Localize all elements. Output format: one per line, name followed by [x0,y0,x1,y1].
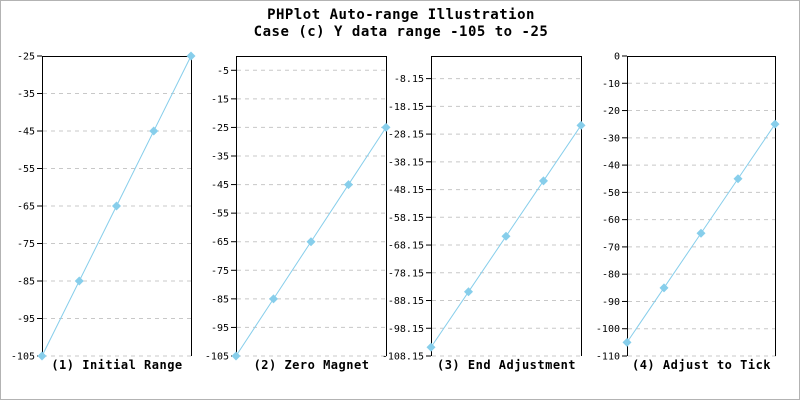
x-axis-title-1: (1) Initial Range [51,358,183,372]
x-axis-title-3: (3) End Adjustment [436,358,577,372]
y-tick-label: -105 [11,352,35,363]
y-tick-label: -10 [602,79,620,90]
y-tick-label: -20 [602,106,620,117]
y-tick-label: -15 [211,94,229,105]
y-tick-label: -105 [205,352,229,363]
y-tick-label: -8.15 [394,74,424,85]
plot-frame [42,56,192,356]
y-tick-label: -18.15 [388,102,424,113]
data-point-marker [344,180,353,190]
y-tick-label: -65 [17,202,35,213]
data-point-marker [149,126,159,136]
title-block: PHPlot Auto-range Illustration Case (c) … [1,7,799,41]
y-tick-label: -100 [596,324,620,335]
data-point-marker [659,283,669,293]
data-point-marker [186,51,196,61]
y-tick-label: -48.15 [388,185,424,196]
y-tick-label: -65 [211,237,229,248]
data-point-marker [306,237,316,247]
y-tick-label: -45 [211,180,229,191]
y-tick-label: -75 [211,266,229,277]
data-point-marker [74,276,84,286]
y-tick-label: -58.15 [388,213,424,224]
y-tick-label: 0 [614,52,620,63]
data-point-marker [37,351,47,361]
data-point-marker [381,122,391,132]
data-point-marker [231,351,241,361]
y-tick-label: -25 [211,123,229,134]
data-point-marker [696,228,706,238]
y-tick-label: -55 [211,209,229,220]
chart-panel-4-plot: 0 -10 -20 -30 -40 -50 -60 -70 -80 -90 -100 -110 [596,52,780,363]
plot-frame [236,56,387,356]
y-tick-label: -50 [602,188,620,199]
y-tick-label: -90 [602,297,620,308]
y-tick-label: -28.15 [388,130,424,141]
chart-panel-1-plot: -25 -35 -45 -55 -65 -75 -85 -95 -105 [11,51,196,363]
chart-panel-3-plot: -8.15 -18.15 -28.15 -38.15 -48.15 -58.15 -68.1… [383,56,586,363]
y-tick-label: -78.15 [388,268,424,279]
y-tick-label: -80 [602,270,620,281]
y-tick-label: -5 [217,66,229,77]
plot-frame [431,56,582,356]
y-tick-label: -85 [211,294,229,305]
y-tick-label: -68.15 [388,241,424,252]
y-tick-label: -85 [17,277,35,288]
y-tick-label: -88.15 [388,296,424,307]
y-tick-label: -45 [17,127,35,138]
y-tick-label: -40 [602,161,620,172]
data-point-marker [622,337,632,347]
y-tick-label: -108.15 [383,352,424,363]
plot-frame [627,56,776,356]
data-point-marker [539,176,548,186]
data-point-marker [501,231,511,241]
y-tick-label: -98.15 [388,324,424,335]
chart-panel-2-plot: -5 -15 -25 -35 -45 -55 -65 -75 -85 -95 -105 [205,56,391,363]
data-point-marker [576,120,586,130]
chart-subtitle: Case (c) Y data range -105 to -25 [253,24,549,40]
y-tick-label: -60 [602,215,620,226]
x-axis-title-2: (2) Zero Magnet [253,358,370,372]
y-tick-label: -55 [17,164,35,175]
y-tick-label: -38.15 [388,157,424,168]
y-tick-label: -110 [596,352,620,363]
y-tick-label: -35 [17,89,35,100]
data-point-marker [269,294,278,304]
data-point-marker [112,201,121,211]
chart-title: PHPlot Auto-range Illustration [267,7,535,23]
y-tick-label: -30 [602,133,620,144]
y-tick-label: -75 [17,239,35,250]
y-tick-label: -95 [17,314,35,325]
y-tick-label: -25 [17,52,35,63]
data-point-marker [770,119,780,129]
data-point-marker [464,287,473,297]
y-tick-label: -95 [211,323,229,334]
y-tick-label: -35 [211,152,229,163]
data-point-marker [426,342,436,352]
y-tick-label: -70 [602,242,620,253]
data-point-marker [733,174,743,184]
x-axis-title-4: (4) Adjust to Tick [631,358,772,372]
